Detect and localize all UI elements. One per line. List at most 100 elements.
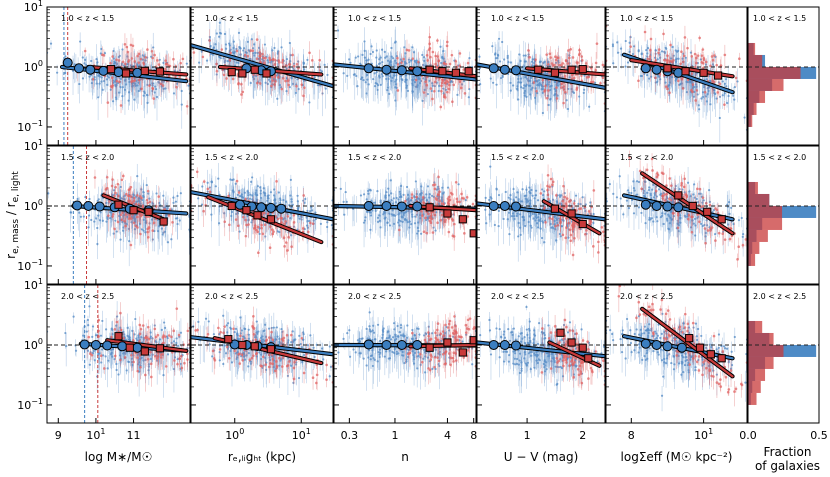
red-bin-marker xyxy=(578,65,587,74)
blue-bin-marker xyxy=(676,342,687,353)
y-tick-label: 101 xyxy=(24,138,43,153)
red-bin-marker xyxy=(713,71,723,80)
blue-bin-marker xyxy=(85,64,96,75)
red-fit-line xyxy=(641,172,734,235)
red-bin-marker xyxy=(451,68,461,77)
x-axis-label: n xyxy=(401,450,409,464)
red-bin-marker xyxy=(129,206,138,215)
blue-bin-marker xyxy=(132,67,143,78)
y-tick-label: 10−1 xyxy=(17,397,43,412)
red-bin-marker xyxy=(469,336,476,345)
red-bin-marker xyxy=(140,66,149,76)
blue-bin-marker xyxy=(499,64,510,75)
panel-grid: 1.0 < z < 1.5 10−1 100 101 1.5 < z < 2.0 10−1… xyxy=(17,0,820,424)
redshift-label: 1.5 < z < 2.0 xyxy=(753,153,806,162)
blue-bin-marker xyxy=(499,339,510,350)
redshift-label: 1.0 < z < 1.5 xyxy=(491,14,544,23)
red-bin-marker xyxy=(144,207,153,216)
blue-bin-marker xyxy=(72,200,83,211)
panel-frame xyxy=(747,145,820,285)
red-hist-bar xyxy=(748,344,784,357)
red-bin-marker xyxy=(253,211,262,220)
red-bin-marker xyxy=(140,347,149,356)
redshift-label: 2.0 < z < 2.5 xyxy=(205,292,258,301)
blue-bin-marker xyxy=(662,341,673,352)
scatter-panel: 1.5 < z < 2.0 10−1 100 101 xyxy=(17,138,191,285)
red-bin-marker xyxy=(584,354,593,363)
red-bin-marker xyxy=(674,191,683,200)
blue-bin-marker xyxy=(381,200,392,211)
blue-bin-marker xyxy=(90,339,101,350)
x-axis-label: rₑ,ₗᵢgₕₜ (kpc) xyxy=(228,450,296,464)
histogram-panel: 2.0 < z < 2.5 xyxy=(747,284,820,424)
x-tick-label: 2 xyxy=(579,429,586,442)
red-hist-bar xyxy=(748,217,783,230)
red-bin-marker xyxy=(266,345,276,354)
blue-bin-marker xyxy=(651,200,662,211)
scatter-panel: 1.0 < z < 1.5 xyxy=(476,6,606,146)
blue-bin-marker xyxy=(499,200,510,211)
panel-frame xyxy=(747,6,820,146)
x-axis-label: U − V (mag) xyxy=(504,450,579,464)
red-bin-marker xyxy=(443,338,452,347)
red-fit-line xyxy=(641,307,734,378)
redshift-label: 1.0 < z < 1.5 xyxy=(348,14,401,23)
scatter-panel: 1.0 < z < 1.5 xyxy=(190,6,334,146)
scatter-panel: 1.0 < z < 1.5 xyxy=(333,6,477,146)
x-tick-label: 0.5 xyxy=(810,429,828,442)
blue-bin-marker xyxy=(94,201,105,212)
scatter-panel: 1.0 < z < 1.5 xyxy=(605,6,748,146)
red-bin-marker xyxy=(534,65,543,74)
red-fit-line xyxy=(207,196,323,244)
scatter-panel: 1.5 < z < 2.0 xyxy=(190,145,334,285)
red-hist-bar xyxy=(748,54,763,67)
x-tick-label: 101 xyxy=(86,427,105,442)
blue-bin-marker xyxy=(117,341,128,352)
red-bin-marker xyxy=(106,65,116,74)
red-bin-marker xyxy=(266,215,276,224)
red-bin-marker xyxy=(262,69,271,78)
x-tick-label: 100 xyxy=(225,427,244,442)
red-hist-bar xyxy=(748,181,758,194)
red-bin-marker xyxy=(224,335,233,344)
blue-bin-marker xyxy=(276,203,287,214)
blue-bin-marker xyxy=(396,201,407,212)
red-hist-bar xyxy=(748,253,756,266)
red-hist-bar xyxy=(748,320,763,333)
red-bin-marker xyxy=(250,342,259,351)
red-hist-bar xyxy=(748,332,774,345)
red-bin-marker xyxy=(458,348,467,357)
redshift-label: 1.5 < z < 2.0 xyxy=(348,153,401,162)
redshift-label: 1.5 < z < 2.0 xyxy=(491,153,544,162)
scatter-panel: 2.0 < z < 2.5 xyxy=(333,284,477,424)
red-hist-bar xyxy=(748,66,801,79)
blue-bin-marker xyxy=(363,339,374,350)
red-bin-marker xyxy=(464,67,473,76)
red-bin-marker xyxy=(567,65,576,74)
y-tick-label: 100 xyxy=(24,337,43,352)
red-bin-marker xyxy=(706,350,715,359)
red-bin-marker xyxy=(688,201,697,211)
red-bin-marker xyxy=(238,340,247,350)
red-hist-bar xyxy=(748,114,753,127)
blue-bin-marker xyxy=(651,339,662,350)
red-bin-marker xyxy=(685,334,694,343)
red-bin-marker xyxy=(556,328,565,337)
blue-bin-marker xyxy=(102,340,113,351)
x-tick-label: 101 xyxy=(694,427,713,442)
blue-bin-marker xyxy=(83,200,94,211)
y-tick-label: 10−1 xyxy=(17,258,43,273)
red-bin-marker xyxy=(663,64,672,73)
scatter-panel: 1.5 < z < 2.0 xyxy=(476,145,606,285)
scatter-panel: 2.0 < z < 2.5 xyxy=(190,284,334,424)
red-bin-marker xyxy=(155,67,164,76)
blue-bin-marker xyxy=(640,199,651,210)
blue-bin-marker xyxy=(256,202,267,213)
red-bin-marker xyxy=(159,217,168,226)
red-bin-marker xyxy=(125,343,134,352)
redshift-label: 1.0 < z < 1.5 xyxy=(753,14,806,23)
red-bin-marker xyxy=(458,215,467,224)
red-bin-marker xyxy=(114,200,123,209)
x-tick-label: 11 xyxy=(127,429,141,442)
